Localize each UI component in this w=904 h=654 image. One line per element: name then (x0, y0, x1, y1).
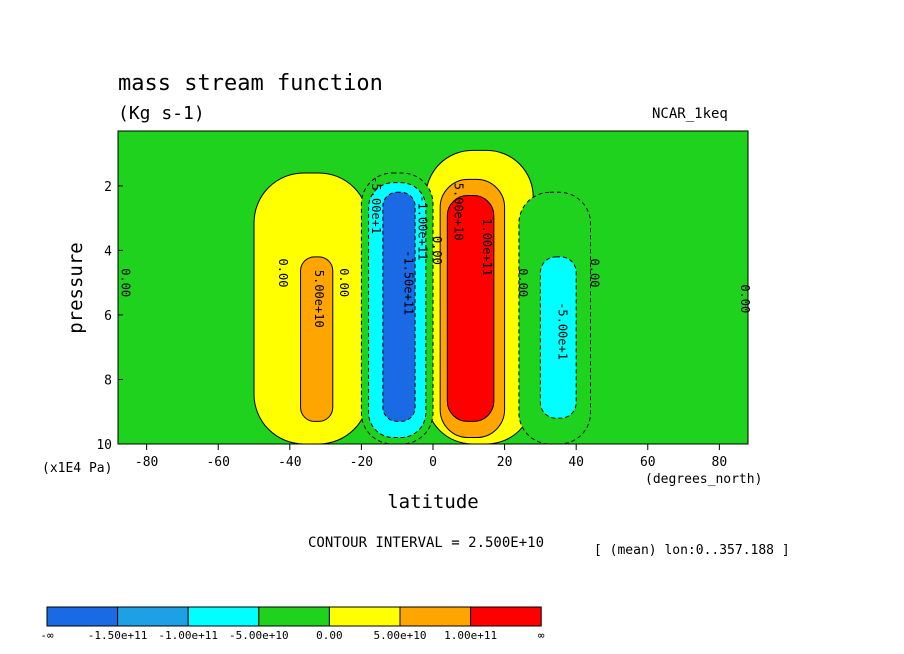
x-tick-label: -40 (278, 455, 301, 470)
colorbar-swatch (187, 606, 260, 627)
contour-fills (118, 131, 748, 444)
x-tick-label: 60 (640, 455, 656, 470)
contour-label: 0.00 (430, 236, 444, 265)
colorbar-label: 0.00 (316, 629, 343, 642)
x-tick-label: 80 (712, 455, 728, 470)
contour-label: -1.00e+11 (416, 195, 430, 260)
contour-label: 0.00 (337, 268, 351, 297)
contour-region (539, 256, 577, 419)
dataset-name: NCAR_1keq (652, 106, 728, 122)
x-tick-label: -80 (135, 455, 158, 470)
mean-text: [ (mean) lon:0..357.188 ] (594, 543, 790, 558)
y-tick-label: 4 (104, 244, 112, 259)
contour-label: 0.00 (588, 259, 602, 288)
contour-label: 1.00e+11 (480, 218, 494, 276)
colorbar-swatch (117, 606, 189, 627)
colorbar-label: -∞ (40, 629, 54, 642)
x-tick-label: 20 (497, 455, 513, 470)
contour-label: -5.00e+1 (555, 302, 569, 360)
y-tick-label: 6 (104, 309, 112, 324)
x-tick-label: -60 (206, 455, 229, 470)
contour-label: 0.00 (276, 259, 290, 288)
x-axis-label: latitude (387, 491, 479, 513)
colorbar-label: -1.50e+11 (88, 629, 148, 642)
chart-title: mass stream function (118, 71, 383, 96)
y-tick-label: 2 (104, 180, 112, 195)
colorbar-label: -5.00e+10 (229, 629, 289, 642)
contour-region (446, 195, 495, 422)
x-tick-label: 0 (429, 455, 437, 470)
contour-label: 0.00 (119, 268, 133, 297)
colorbar-swatch (399, 606, 472, 627)
y-axis-label: pressure (65, 242, 87, 334)
plot-area (118, 131, 748, 444)
chart-units: (Kg s-1) (118, 103, 205, 124)
colorbar-swatch (328, 606, 401, 627)
y-axis-units: (x1E4 Pa) (42, 461, 112, 476)
colorbar-label: 5.00e+10 (374, 629, 427, 642)
colorbar-swatch (258, 606, 330, 627)
y-tick-label: 8 (104, 373, 112, 388)
contour-label: -1.50e+11 (401, 250, 415, 315)
contour-label: 0.00 (516, 268, 530, 297)
x-tick-label: -20 (350, 455, 373, 470)
colorbar-label: 1.00e+11 (444, 629, 497, 642)
contour-label: 5.00e+10 (312, 270, 326, 328)
contour-region (382, 191, 416, 422)
colorbar: -∞ -1.50e+11 -1.00e+11 -5.00e+10 0.00 5.00e+1… (40, 606, 545, 642)
colorbar-swatch (46, 606, 119, 627)
x-axis-units: (degrees_north) (645, 472, 762, 487)
contour-region (300, 256, 334, 422)
contour-interval-text: CONTOUR INTERVAL = 2.500E+10 (308, 535, 544, 551)
contour-label: 5.00e+10 (451, 183, 465, 241)
colorbar-label: ∞ (538, 629, 545, 642)
colorbar-swatch (470, 606, 542, 627)
x-tick-label: 40 (568, 455, 584, 470)
colorbar-label: -1.00e+11 (158, 629, 218, 642)
contour-label: 0.00 (738, 284, 752, 313)
contour-label: -5.00e+1 (369, 176, 383, 234)
axes: -80 -60 -40 -20 0 20 40 60 80 2 4 6 8 10 0.00 0.00 5.00e… (96, 130, 752, 470)
y-tick-label: 10 (96, 438, 112, 453)
